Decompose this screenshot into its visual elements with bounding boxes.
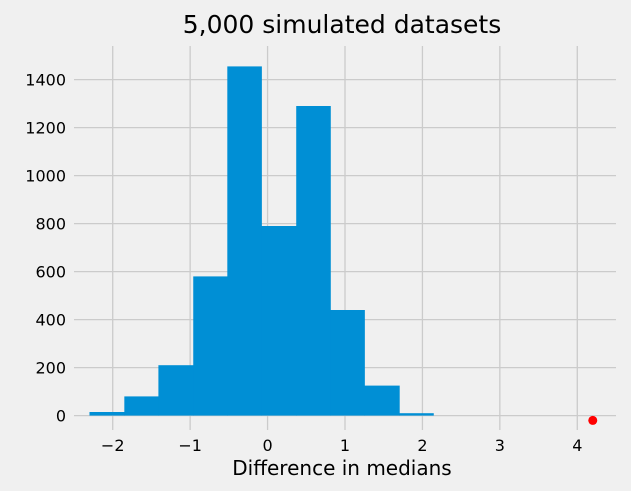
x-tick-label: −1 [178,436,202,455]
x-tick-labels: −2 −1 0 1 2 3 4 [101,436,582,455]
y-tick-label: 0 [56,407,66,426]
x-tick-label: −2 [101,436,125,455]
histogram-bar [193,276,228,416]
histogram-bar [330,310,365,416]
y-tick-label: 400 [35,311,66,330]
y-tick-label: 600 [35,263,66,282]
histogram-bars [89,66,434,416]
y-tick-label: 1200 [25,119,66,138]
y-tick-label: 1400 [25,71,66,90]
histogram-bar [399,413,434,416]
x-tick-label: 0 [262,436,272,455]
x-tick-label: 4 [572,436,582,455]
x-tick-label: 3 [495,436,505,455]
x-axis-label: Difference in medians [232,456,451,480]
histogram-bar [261,226,297,416]
y-tick-label: 200 [35,359,66,378]
chart-title: 5,000 simulated datasets [183,10,502,39]
histogram-bar [124,396,159,416]
histogram-bar [89,412,125,416]
histogram-bar [227,66,262,416]
x-tick-label: 1 [340,436,350,455]
histogram-bar [364,385,400,416]
x-tick-label: 2 [417,436,427,455]
y-tick-label: 1000 [25,167,66,186]
observed-value-marker [588,415,598,425]
histogram-bar [158,365,194,416]
histogram-bar [296,106,331,416]
y-tick-labels: 0 200 400 600 800 1000 1200 1400 [25,71,66,426]
observed-marker-layer [588,415,598,425]
y-tick-label: 800 [35,215,66,234]
